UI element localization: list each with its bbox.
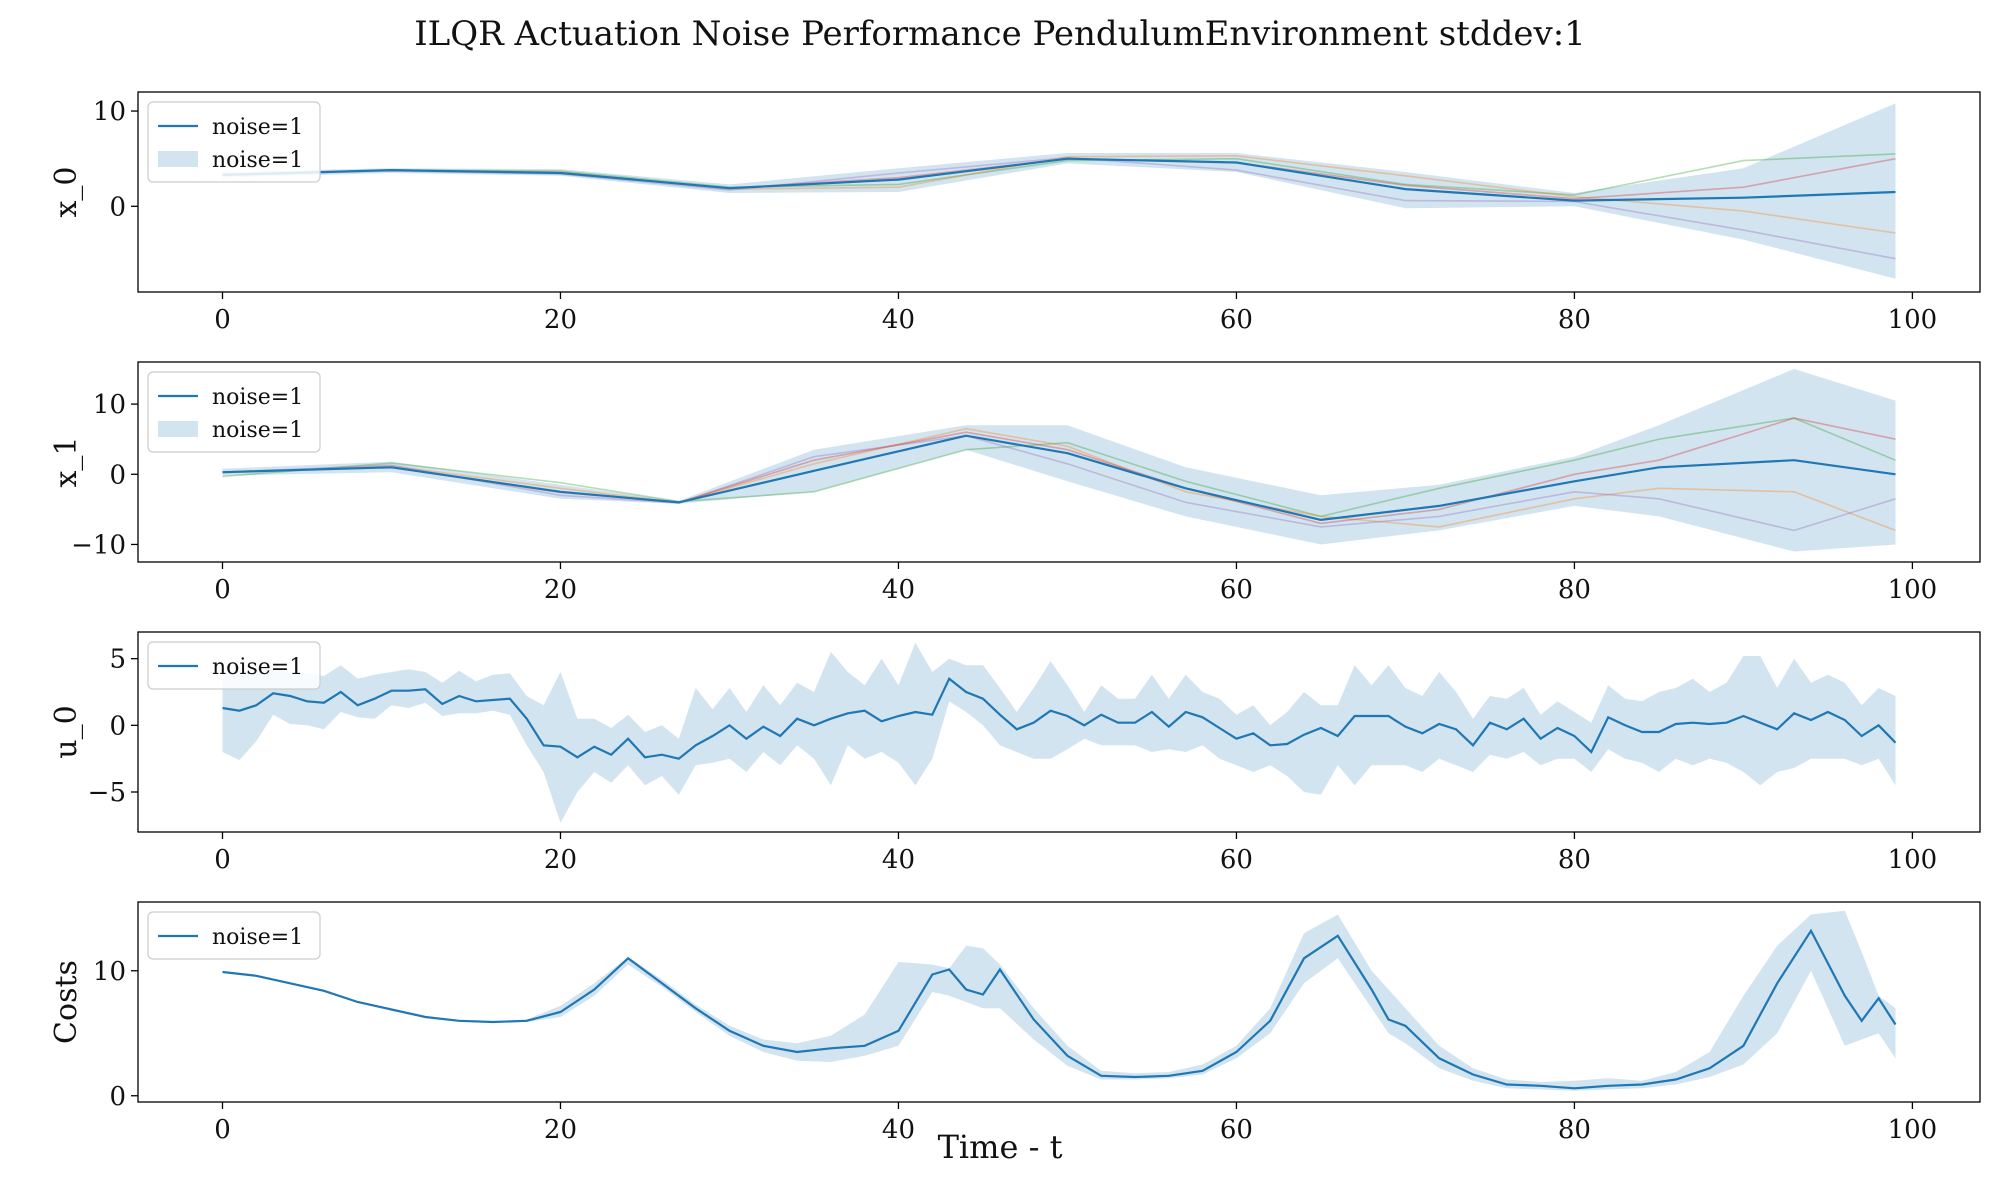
y-tick-label: 10 xyxy=(93,97,126,127)
legend: noise=1 xyxy=(147,641,321,690)
x-tick-label: 0 xyxy=(214,575,231,605)
std-band xyxy=(222,103,1896,279)
x-tick-label: 80 xyxy=(1558,845,1591,875)
legend-box xyxy=(147,641,321,690)
x-tick-label: 0 xyxy=(214,305,231,335)
subplot-4: 0 20 40 60 80 100 0 10 Costs noise=1 xyxy=(49,901,1981,1145)
std-band xyxy=(222,642,1896,823)
legend-label: noise=1 xyxy=(212,148,303,173)
y-tick-label: 5 xyxy=(109,645,126,675)
x-tick-label: 60 xyxy=(1220,575,1253,605)
rollout-trace xyxy=(222,153,1896,196)
legend-label: noise=1 xyxy=(212,418,303,443)
y-axis-label: x_1 xyxy=(49,436,84,487)
legend: noise=1 noise=1 xyxy=(147,101,321,183)
y-axis-label: Costs xyxy=(49,960,84,1044)
x-tick-label: 60 xyxy=(1220,305,1253,335)
x-tick-label: 100 xyxy=(1888,845,1938,875)
legend-box xyxy=(147,911,321,960)
rollout-trace xyxy=(222,417,1896,518)
legend-band-swatch xyxy=(158,421,198,437)
y-axis-label: x_0 xyxy=(49,166,84,217)
legend-box xyxy=(147,371,321,453)
legend-box xyxy=(147,101,321,183)
subplot-2: 0 20 40 60 80 100 −10 0 10 x_1 noise=1 noise=1 xyxy=(49,361,1981,605)
x-tick-label: 80 xyxy=(1558,305,1591,335)
x-tick-label: 60 xyxy=(1220,1115,1253,1145)
std-band xyxy=(222,910,1896,1091)
y-tick-label: 0 xyxy=(109,1082,126,1112)
subplot-3: 0 20 40 60 80 100 −5 0 5 u_0 noise=1 xyxy=(49,631,1981,875)
x-tick-label: 20 xyxy=(544,845,577,875)
x-tick-label: 100 xyxy=(1888,1115,1938,1145)
legend-label: noise=1 xyxy=(212,925,303,950)
x-tick-label: 20 xyxy=(544,305,577,335)
subplot-1: 0 20 40 60 80 100 0 10 x_0 noise=1 noise=1 xyxy=(49,91,1981,335)
mean-line xyxy=(222,676,1897,760)
mean-line xyxy=(222,157,1896,202)
rollout-trace xyxy=(222,427,1896,532)
x-tick-label: 40 xyxy=(882,845,915,875)
x-tick-label: 100 xyxy=(1888,575,1938,605)
axes-frame xyxy=(137,361,1981,563)
x-tick-label: 60 xyxy=(1220,845,1253,875)
legend-label: noise=1 xyxy=(212,655,303,680)
x-tick-label: 40 xyxy=(882,1115,915,1145)
legend: noise=1 xyxy=(147,911,321,960)
y-tick-label: 0 xyxy=(109,192,126,222)
x-tick-label: 100 xyxy=(1888,305,1938,335)
legend: noise=1 noise=1 xyxy=(147,371,321,453)
y-tick-label: 0 xyxy=(109,460,126,490)
mean-line xyxy=(222,928,1897,1090)
x-tick-label: 20 xyxy=(544,575,577,605)
x-tick-label: 0 xyxy=(214,1115,231,1145)
y-tick-label: −5 xyxy=(88,778,126,808)
x-axis-label: Time - t xyxy=(937,1128,1063,1166)
y-tick-label: 0 xyxy=(109,711,126,741)
x-tick-label: 80 xyxy=(1558,575,1591,605)
figure-title: ILQR Actuation Noise Performance Pendulu… xyxy=(414,14,1586,54)
y-tick-label: 10 xyxy=(93,390,126,420)
y-tick-label: 10 xyxy=(93,957,126,987)
y-tick-label: −10 xyxy=(71,530,126,560)
x-tick-label: 80 xyxy=(1558,1115,1591,1145)
std-band xyxy=(222,369,1896,552)
legend-band-swatch xyxy=(158,151,198,167)
y-axis-label: u_0 xyxy=(49,705,84,758)
x-tick-label: 20 xyxy=(544,1115,577,1145)
axes-frame xyxy=(137,631,1981,833)
axes-frame xyxy=(137,901,1981,1103)
x-tick-label: 0 xyxy=(214,845,231,875)
legend-label: noise=1 xyxy=(212,115,303,140)
rollout-trace xyxy=(222,434,1896,532)
axes-frame xyxy=(137,91,1981,293)
x-tick-label: 40 xyxy=(882,305,915,335)
x-tick-label: 40 xyxy=(882,575,915,605)
legend-label: noise=1 xyxy=(212,385,303,410)
mean-line xyxy=(222,434,1896,522)
